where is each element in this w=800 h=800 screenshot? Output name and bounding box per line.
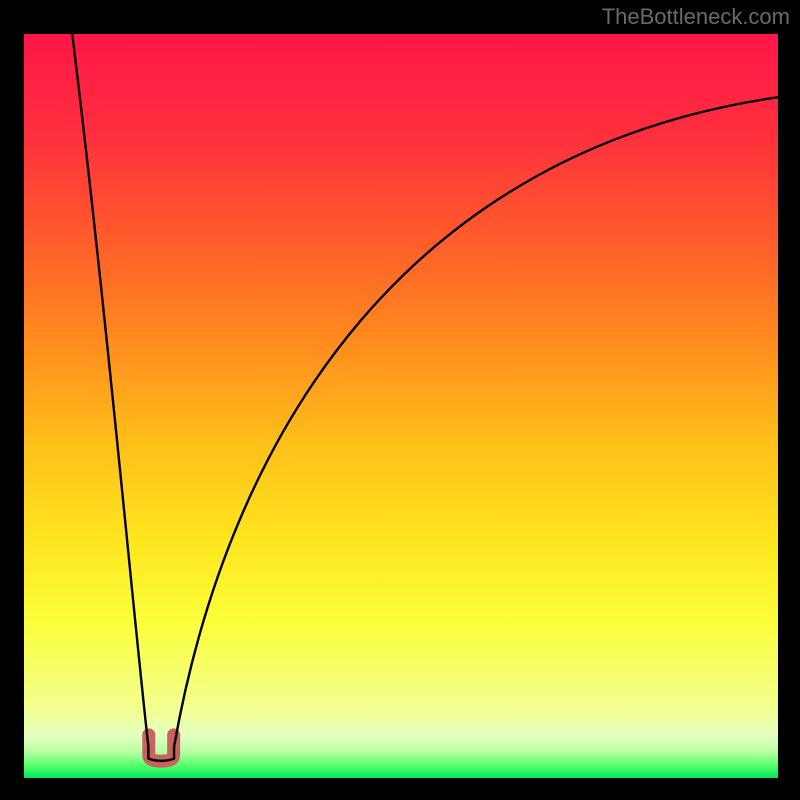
optimal-dip-marker xyxy=(149,735,174,761)
watermark-text: TheBottleneck.com xyxy=(602,4,790,30)
chart-frame xyxy=(24,34,778,778)
curve-layer xyxy=(24,34,778,778)
plot-area xyxy=(24,34,778,778)
bottleneck-curve xyxy=(72,34,778,761)
